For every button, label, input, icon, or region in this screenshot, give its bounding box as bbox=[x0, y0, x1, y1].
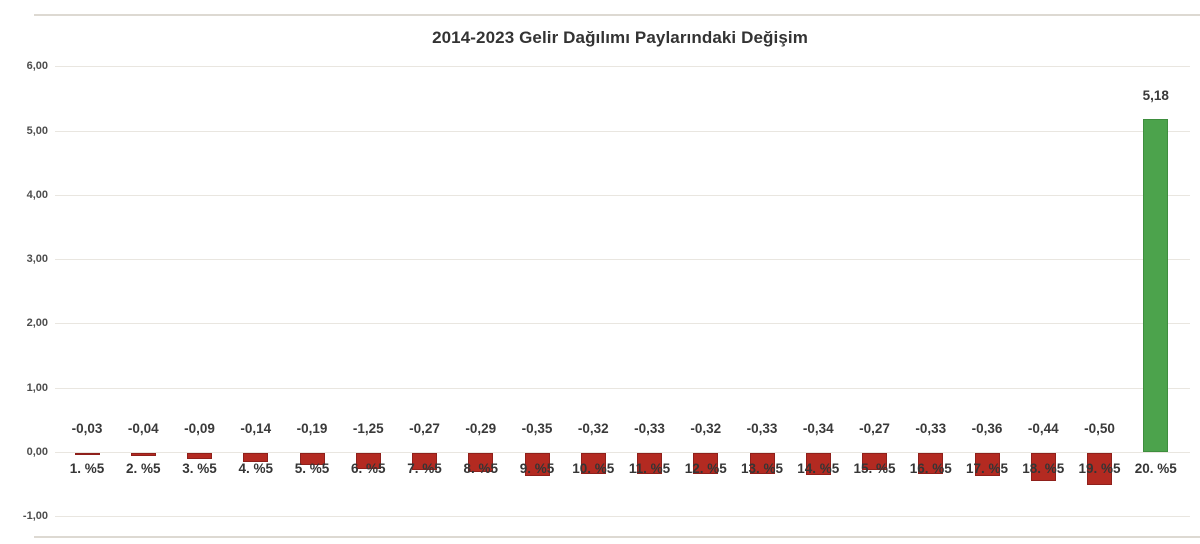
y-axis-tick-label: 1,00 bbox=[26, 381, 48, 394]
x-axis-label-11: 11. %5 bbox=[628, 461, 671, 476]
bar-4 bbox=[243, 453, 269, 462]
gridline-4,00 bbox=[55, 194, 1190, 196]
value-label-6: -1,25 bbox=[352, 421, 384, 436]
gridline-0,00 bbox=[55, 452, 1190, 453]
bar-16 bbox=[918, 453, 944, 475]
value-label-4: -0,14 bbox=[240, 421, 272, 436]
y-axis-tick-label: 4,00 bbox=[26, 188, 48, 201]
value-label-13: -0,33 bbox=[746, 421, 778, 436]
value-label-14: -0,34 bbox=[802, 421, 834, 436]
bar-18 bbox=[1030, 453, 1056, 482]
y-axis-tick-label: -1,00 bbox=[22, 510, 48, 523]
x-axis-label-17: 17. %5 bbox=[965, 461, 1009, 476]
y-axis-tick-label: 5,00 bbox=[26, 124, 48, 137]
value-label-8: -0,29 bbox=[465, 421, 497, 436]
y-axis-tick-label: 6,00 bbox=[26, 60, 48, 73]
x-axis-label-19: 19. %5 bbox=[1078, 461, 1121, 476]
gridline-3,00 bbox=[55, 259, 1190, 261]
bar-17 bbox=[974, 453, 1000, 477]
value-label-15: -0,27 bbox=[859, 421, 890, 436]
value-label-18: -0,44 bbox=[1027, 421, 1059, 436]
bar-6 bbox=[355, 453, 381, 470]
gridline-6,00 bbox=[55, 66, 1190, 68]
value-label-5: -0,19 bbox=[296, 421, 328, 436]
bar-9 bbox=[524, 453, 550, 476]
bar-15 bbox=[862, 453, 887, 471]
x-axis-label-8: 8. %5 bbox=[463, 461, 499, 476]
bar-10 bbox=[580, 453, 606, 474]
x-axis-label-5: 5. %5 bbox=[294, 461, 330, 476]
gridline-2,00 bbox=[55, 323, 1190, 325]
bar-14 bbox=[805, 453, 831, 475]
y-axis-tick-label: 2,00 bbox=[26, 317, 48, 330]
gridline--1,00 bbox=[55, 516, 1190, 518]
bar-7 bbox=[412, 453, 437, 471]
value-label-10: -0,32 bbox=[577, 421, 609, 436]
value-label-17: -0,36 bbox=[971, 421, 1003, 436]
bar-5 bbox=[299, 453, 325, 466]
bar-13 bbox=[749, 453, 775, 475]
x-axis-label-14: 14. %5 bbox=[797, 461, 840, 476]
y-axis-tick-label: 3,00 bbox=[26, 253, 48, 266]
x-axis-label-3: 3. %5 bbox=[182, 461, 217, 476]
chart-bottom-border bbox=[34, 536, 1200, 538]
bar-12 bbox=[693, 453, 719, 474]
x-axis-label-2: 2. %5 bbox=[125, 461, 161, 476]
bar-11 bbox=[637, 453, 662, 475]
value-label-3: -0,09 bbox=[184, 421, 215, 436]
x-axis-label-20: 20. %5 bbox=[1134, 461, 1177, 476]
bar-20 bbox=[1143, 118, 1169, 452]
value-label-11: -0,33 bbox=[634, 421, 665, 436]
value-label-16: -0,33 bbox=[915, 421, 947, 436]
x-axis-label-9: 9. %5 bbox=[519, 461, 555, 476]
x-axis-label-7: 7. %5 bbox=[407, 461, 442, 476]
x-axis-label-10: 10. %5 bbox=[572, 461, 615, 476]
value-label-2: -0,04 bbox=[127, 421, 159, 436]
value-label-1: -0,03 bbox=[71, 421, 103, 436]
bar-1 bbox=[74, 453, 100, 455]
value-label-12: -0,32 bbox=[690, 421, 722, 436]
x-axis-label-16: 16. %5 bbox=[909, 461, 952, 476]
gridline-5,00 bbox=[55, 130, 1190, 132]
gridline-1,00 bbox=[55, 387, 1190, 389]
x-axis-label-1: 1. %5 bbox=[69, 461, 105, 476]
x-axis-label-4: 4. %5 bbox=[238, 461, 274, 476]
chart-top-border bbox=[34, 14, 1200, 16]
chart-title: 2014-2023 Gelir Dağılımı Paylarındaki De… bbox=[432, 28, 808, 47]
bar-8 bbox=[468, 453, 494, 472]
bar-3 bbox=[187, 453, 212, 459]
x-axis-label-15: 15. %5 bbox=[853, 461, 896, 476]
y-axis-tick-label: 0,00 bbox=[26, 446, 48, 458]
x-axis-label-12: 12. %5 bbox=[684, 461, 727, 476]
value-label-19: -0,50 bbox=[1084, 421, 1115, 436]
x-axis-label-6: 6. %5 bbox=[350, 461, 386, 476]
value-label-20: 5,18 bbox=[1142, 87, 1169, 103]
value-label-9: -0,35 bbox=[521, 421, 553, 436]
x-axis-label-13: 13. %5 bbox=[740, 461, 784, 476]
value-label-7: -0,27 bbox=[409, 421, 440, 436]
bar-19 bbox=[1087, 453, 1112, 486]
bar-2 bbox=[130, 453, 156, 456]
x-axis-label-18: 18. %5 bbox=[1022, 461, 1065, 476]
